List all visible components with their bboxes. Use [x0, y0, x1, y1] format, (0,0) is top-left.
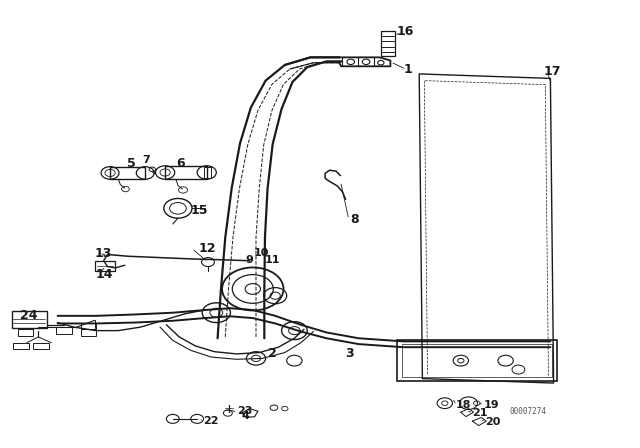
Bar — [56, 327, 72, 334]
Text: 18: 18 — [456, 401, 471, 410]
Bar — [381, 31, 395, 56]
Bar — [110, 167, 145, 179]
Text: 9: 9 — [245, 255, 253, 265]
Bar — [397, 340, 557, 381]
Bar — [402, 344, 552, 377]
Text: 5: 5 — [127, 157, 136, 170]
Bar — [18, 329, 33, 336]
Text: 4: 4 — [242, 411, 250, 421]
Bar — [204, 167, 211, 178]
Text: 12: 12 — [198, 242, 216, 255]
Text: 24: 24 — [20, 309, 38, 323]
Text: 8: 8 — [351, 213, 359, 226]
Bar — [33, 343, 49, 349]
Bar — [95, 261, 115, 271]
Text: 16: 16 — [397, 25, 414, 38]
Text: 3: 3 — [346, 347, 354, 361]
Text: 21: 21 — [472, 408, 488, 418]
Text: 2: 2 — [268, 347, 276, 361]
Text: 1: 1 — [403, 63, 412, 76]
Text: 15: 15 — [191, 204, 208, 217]
Bar — [165, 166, 207, 179]
Text: 00007274: 00007274 — [509, 407, 547, 416]
Text: 22: 22 — [204, 416, 219, 426]
Text: 19: 19 — [483, 401, 499, 410]
Text: 20: 20 — [485, 417, 500, 427]
Text: 7: 7 — [143, 155, 150, 165]
Bar — [81, 323, 96, 329]
Text: 10: 10 — [254, 248, 269, 258]
Text: 14: 14 — [96, 267, 113, 281]
Text: 17: 17 — [544, 65, 561, 78]
Bar — [12, 311, 47, 328]
Text: 6: 6 — [176, 157, 184, 170]
Bar — [13, 343, 29, 349]
Text: 11: 11 — [264, 255, 280, 265]
Bar — [81, 329, 96, 336]
Text: 23: 23 — [237, 406, 252, 416]
Text: 13: 13 — [95, 246, 112, 260]
